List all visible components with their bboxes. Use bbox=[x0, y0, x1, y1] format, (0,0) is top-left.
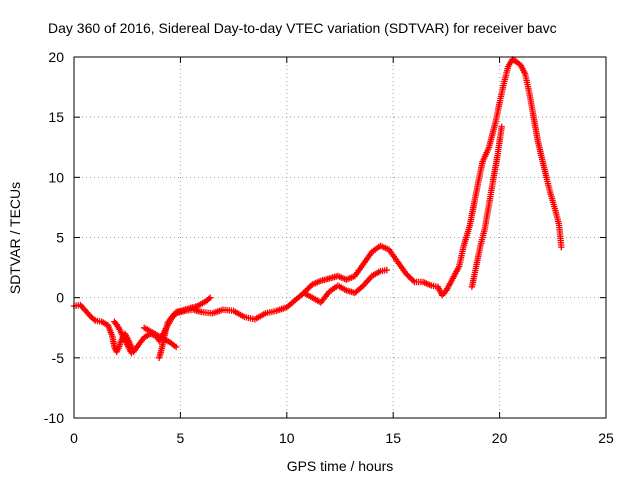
data-point-markers bbox=[509, 56, 519, 65]
data-point-markers bbox=[513, 58, 523, 68]
x-tick-label: 5 bbox=[177, 430, 185, 446]
data-point-markers bbox=[466, 202, 477, 229]
y-tick-label: -5 bbox=[52, 350, 65, 366]
series-main-trace bbox=[70, 56, 565, 355]
x-tick-label: 20 bbox=[492, 430, 508, 446]
data-point-markers bbox=[343, 273, 357, 283]
data-point-markers bbox=[81, 306, 93, 319]
data-point-markers bbox=[443, 276, 456, 294]
data-point-markers bbox=[283, 298, 298, 311]
data-point-markers bbox=[517, 62, 528, 76]
y-axis-title: SDTVAR / TECUs bbox=[7, 182, 23, 294]
data-point-markers bbox=[360, 274, 374, 289]
data-point-markers bbox=[98, 318, 110, 328]
data-point-markers bbox=[124, 341, 134, 355]
data-point-markers bbox=[492, 101, 503, 127]
data-point-markers bbox=[470, 180, 482, 207]
y-tick-label: 0 bbox=[56, 290, 64, 306]
data-point bbox=[206, 294, 214, 301]
data-point-markers bbox=[111, 343, 120, 354]
data-point-markers bbox=[134, 335, 147, 349]
data-layer bbox=[70, 56, 565, 361]
data-point-markers bbox=[368, 243, 382, 256]
data-point-markers bbox=[351, 262, 366, 280]
data-point-markers bbox=[317, 290, 332, 306]
data-point-markers bbox=[351, 283, 366, 297]
data-point-markers bbox=[468, 265, 479, 290]
data-point-markers bbox=[121, 330, 132, 344]
data-point-markers bbox=[481, 203, 492, 233]
x-tick-label: 10 bbox=[279, 430, 295, 446]
data-point-markers bbox=[168, 310, 178, 321]
data-point-markers bbox=[251, 311, 267, 323]
x-tick-label: 0 bbox=[70, 430, 78, 446]
data-point-markers bbox=[360, 250, 374, 268]
data-point-markers bbox=[490, 154, 501, 183]
data-point-markers bbox=[504, 58, 515, 70]
y-tick-label: 15 bbox=[48, 109, 64, 125]
series-secondary-midday bbox=[300, 266, 391, 306]
data-point-markers bbox=[92, 317, 103, 325]
data-point-markers bbox=[111, 318, 121, 330]
data-point-markers bbox=[438, 288, 449, 299]
y-tick-label: -10 bbox=[44, 410, 64, 426]
y-tick-label: 5 bbox=[56, 230, 64, 246]
data-point bbox=[128, 349, 135, 357]
data-point-markers bbox=[460, 224, 473, 251]
data-point-markers bbox=[473, 244, 484, 270]
data-point-markers bbox=[194, 299, 208, 310]
data-point bbox=[558, 243, 565, 251]
series-secondary-rise bbox=[468, 123, 505, 290]
data-point-markers bbox=[485, 122, 498, 151]
y-tick-label: 20 bbox=[48, 49, 64, 65]
data-point-markers bbox=[428, 282, 439, 290]
data-point-markers bbox=[368, 269, 382, 280]
data-point-markers bbox=[479, 145, 492, 165]
data-point-markers bbox=[377, 267, 388, 275]
data-point-markers bbox=[119, 333, 130, 347]
y-tick-label: 10 bbox=[48, 169, 64, 185]
series-night-branch-c bbox=[111, 318, 135, 357]
data-point-markers bbox=[556, 222, 565, 249]
data-point-markers bbox=[164, 315, 174, 327]
data-point-markers bbox=[77, 301, 87, 312]
data-point-markers bbox=[172, 308, 183, 316]
chart-title: Day 360 of 2016, Sidereal Day-to-day VTE… bbox=[48, 20, 557, 36]
data-point-markers bbox=[230, 307, 246, 320]
data-point-markers bbox=[202, 295, 212, 305]
data-point-markers bbox=[326, 283, 340, 295]
x-tick-label: 25 bbox=[598, 430, 614, 446]
data-point-markers bbox=[115, 324, 126, 338]
data-point-markers bbox=[141, 324, 153, 334]
tick-layer: 0 5 10 15 20 25 -10 -5 0 5 10 15 20 bbox=[44, 49, 614, 446]
data-point-markers bbox=[334, 272, 348, 283]
data-point-markers bbox=[530, 114, 541, 143]
data-point-markers bbox=[419, 278, 433, 289]
data-point-markers bbox=[104, 322, 115, 338]
data-point-markers bbox=[402, 270, 417, 284]
data-point-markers bbox=[87, 313, 98, 323]
data-point-markers bbox=[394, 258, 408, 276]
data-point-markers bbox=[166, 339, 178, 349]
data-point-markers bbox=[526, 89, 537, 119]
data-point-markers bbox=[449, 264, 462, 282]
data-point-markers bbox=[334, 282, 348, 293]
series-night-branch-b bbox=[155, 294, 214, 361]
data-point-markers bbox=[385, 246, 400, 263]
data-point-markers bbox=[113, 346, 121, 355]
data-point-markers bbox=[147, 328, 159, 338]
data-point-markers bbox=[485, 178, 497, 209]
data-point bbox=[383, 266, 391, 274]
data-point-markers bbox=[377, 242, 391, 252]
x-tick-label: 15 bbox=[385, 430, 401, 446]
x-axis-title: GPS time / hours bbox=[287, 458, 394, 474]
data-point bbox=[172, 343, 180, 351]
data-point-markers bbox=[309, 278, 323, 288]
data-point-markers bbox=[300, 289, 314, 300]
data-point bbox=[498, 123, 505, 130]
data-point-markers bbox=[475, 160, 486, 186]
